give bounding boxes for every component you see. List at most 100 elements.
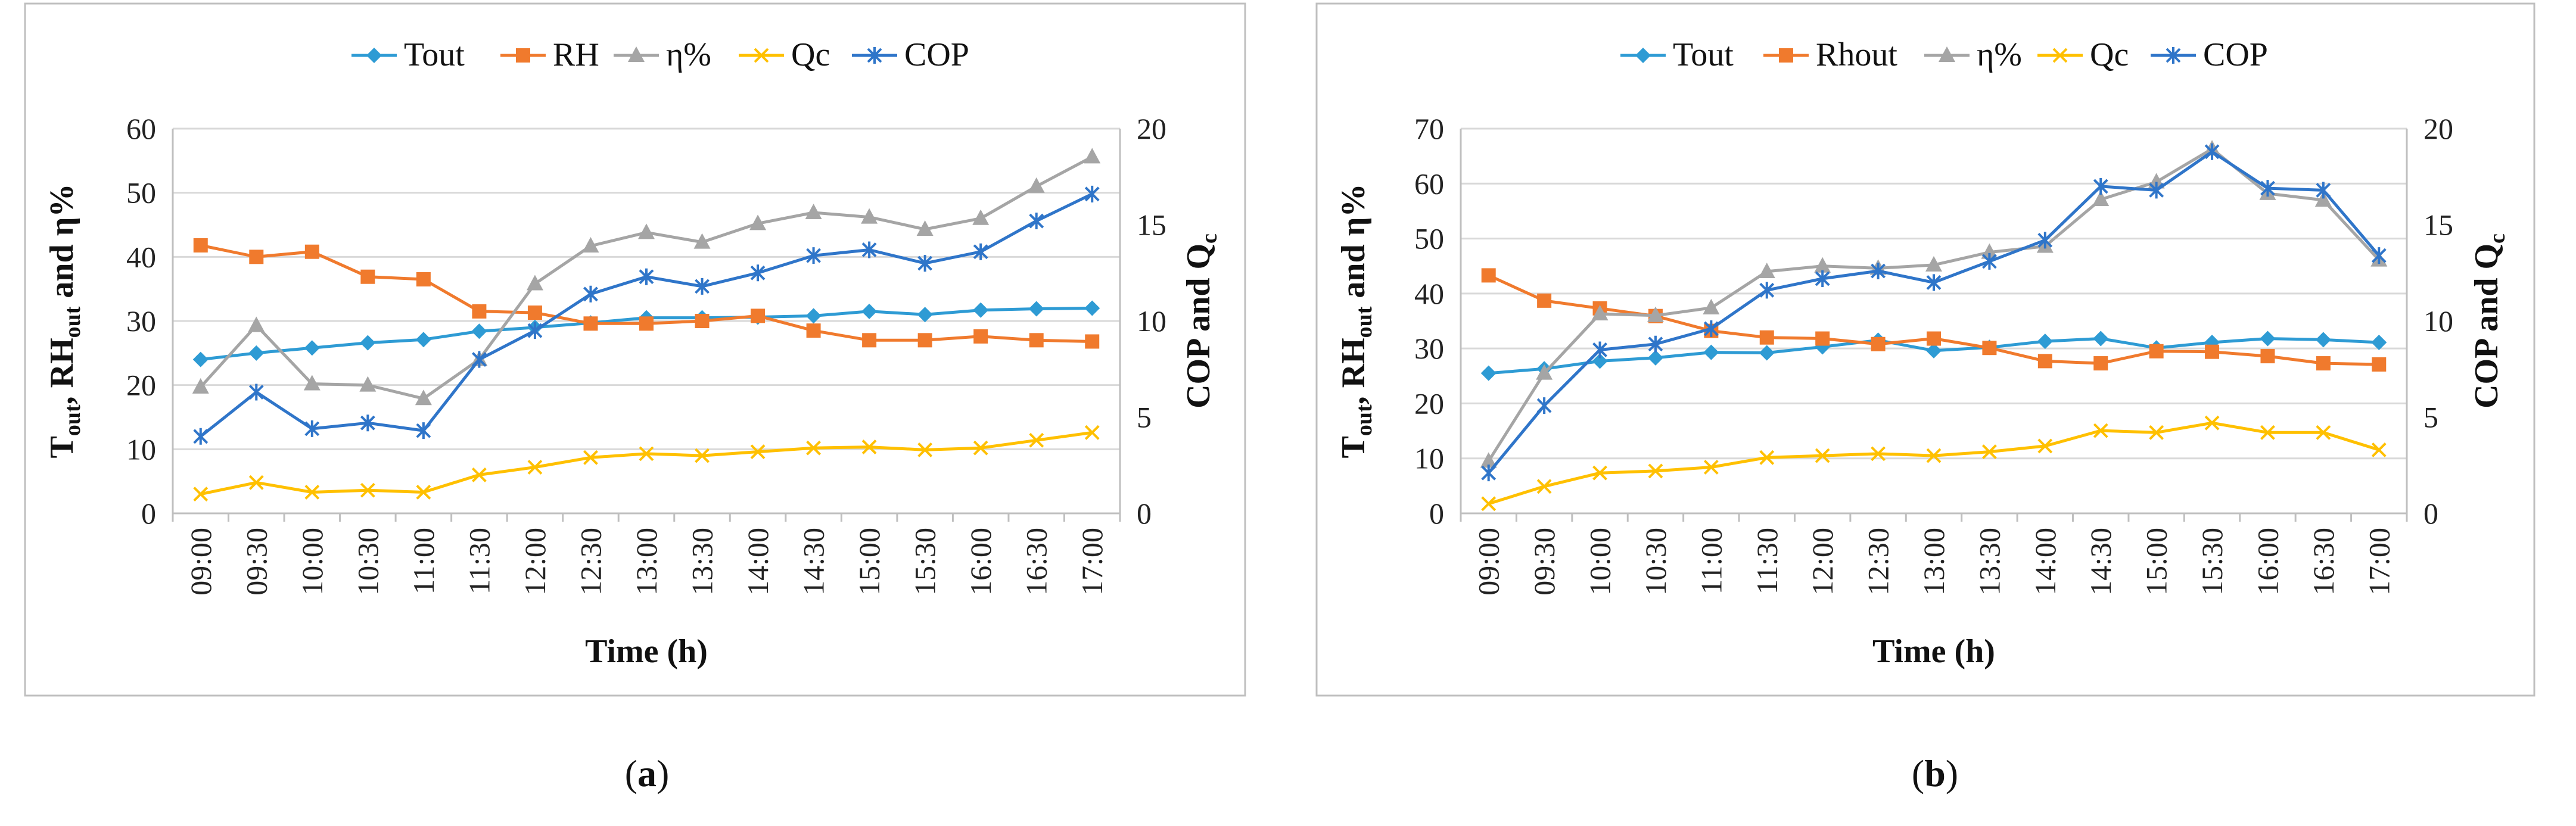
data-point — [973, 302, 989, 318]
legend-item: Tout — [351, 36, 465, 73]
data-point — [2314, 191, 2332, 207]
x-tick-label: 12:00 — [1806, 528, 1839, 596]
data-point — [192, 351, 209, 367]
axis-title-part: COP and Q — [1180, 244, 1217, 409]
data-point — [1982, 341, 1997, 356]
data-point — [471, 323, 487, 339]
data-point — [2260, 349, 2275, 364]
legend-item: Qc — [2037, 36, 2129, 73]
data-point — [1981, 243, 1998, 259]
y-left-tick-label: 20 — [126, 369, 156, 402]
series-Tout — [192, 300, 1100, 367]
panel-label-letter: b — [1924, 752, 1946, 794]
data-point — [750, 264, 766, 282]
legend-item: COP — [2151, 36, 2268, 73]
axis-title-part: , RH — [1335, 338, 1372, 404]
data-point — [2037, 354, 2052, 369]
data-point — [805, 308, 822, 324]
data-point — [973, 440, 988, 456]
data-point — [415, 389, 432, 406]
x-tick-label: 12:30 — [574, 528, 607, 596]
data-point — [1981, 444, 1997, 460]
data-point — [1703, 460, 1719, 475]
data-point — [304, 485, 320, 500]
legend-label: Rhout — [1816, 36, 1897, 73]
data-point — [1814, 257, 1831, 273]
legend-swatch-marker — [2166, 47, 2181, 64]
data-point — [2149, 182, 2164, 199]
data-point — [2037, 438, 2053, 454]
y-left-tick-label: 30 — [126, 304, 156, 338]
legend-item: COP — [852, 36, 969, 73]
data-point — [2093, 331, 2109, 347]
data-point — [1084, 185, 1100, 202]
data-point — [973, 243, 988, 260]
data-point — [471, 467, 487, 482]
legend-swatch-marker — [2052, 48, 2068, 63]
y-right-tick-label: 5 — [2423, 401, 2438, 434]
data-point — [639, 446, 654, 462]
data-point — [861, 303, 878, 319]
data-point — [249, 250, 264, 264]
x-tick-label: 12:00 — [518, 528, 552, 596]
legend-item: Tout — [1620, 36, 1734, 73]
data-point — [1647, 350, 1663, 366]
series-RH — [193, 238, 1100, 349]
data-point — [1481, 268, 1496, 283]
series-Qc — [193, 425, 1100, 502]
data-point — [193, 428, 209, 445]
data-point — [2371, 247, 2387, 264]
data-point — [1927, 331, 1941, 346]
data-point — [1084, 425, 1100, 440]
data-point — [2260, 180, 2275, 197]
axis-title-part: and η% — [1335, 183, 1372, 306]
data-point — [1871, 446, 1886, 462]
legend-item: η% — [1924, 36, 2022, 73]
data-point — [917, 442, 933, 457]
legend-swatch-marker — [516, 48, 530, 63]
x-tick-label: 16:00 — [964, 528, 997, 596]
legend-swatch-marker — [1779, 48, 1793, 63]
data-point — [916, 220, 934, 236]
y-left-tick-label: 10 — [1414, 442, 1444, 475]
series-Qc — [1481, 415, 2387, 512]
axis-title-part: , RH — [43, 338, 80, 404]
legend-swatch-marker — [1939, 46, 1955, 62]
y-left-tick-label: 50 — [126, 176, 156, 210]
x-tick-label: 09:30 — [1527, 528, 1561, 596]
data-point — [1084, 148, 1101, 164]
x-tick-label: 17:00 — [2362, 528, 2395, 596]
series-COP — [193, 185, 1100, 445]
data-point — [1591, 305, 1609, 321]
data-point — [2260, 331, 2276, 347]
data-point — [304, 340, 320, 356]
data-point — [583, 316, 598, 331]
y-right-axis-title: COP and Qc — [2468, 233, 2510, 409]
x-tick-label: 14:30 — [2084, 528, 2117, 596]
data-point — [526, 275, 543, 291]
data-point — [917, 307, 933, 323]
axis-title-part: COP and Q — [2468, 244, 2505, 409]
data-point — [1481, 496, 1497, 512]
data-point — [304, 420, 320, 437]
y-left-tick-label: 70 — [1414, 112, 1444, 145]
x-tick-label: 10:30 — [1639, 528, 1672, 596]
data-point — [749, 214, 767, 230]
data-point — [471, 351, 487, 368]
x-tick-label: 09:00 — [1472, 528, 1505, 596]
data-point — [1759, 345, 1775, 361]
data-point — [304, 244, 319, 259]
data-point — [1926, 342, 1942, 359]
x-tick-label: 10:00 — [295, 528, 329, 596]
data-point — [917, 333, 932, 348]
data-point — [193, 487, 209, 502]
series-η% — [1480, 140, 2388, 468]
axis-title-part: T — [43, 436, 80, 458]
x-tick-label: 16:30 — [2307, 528, 2340, 596]
data-point — [2205, 344, 2220, 359]
x-tick-label: 10:30 — [351, 528, 384, 596]
data-point — [2093, 356, 2108, 371]
legend-label: COP — [2203, 36, 2268, 73]
legend-item: Rhout — [1763, 36, 1897, 73]
